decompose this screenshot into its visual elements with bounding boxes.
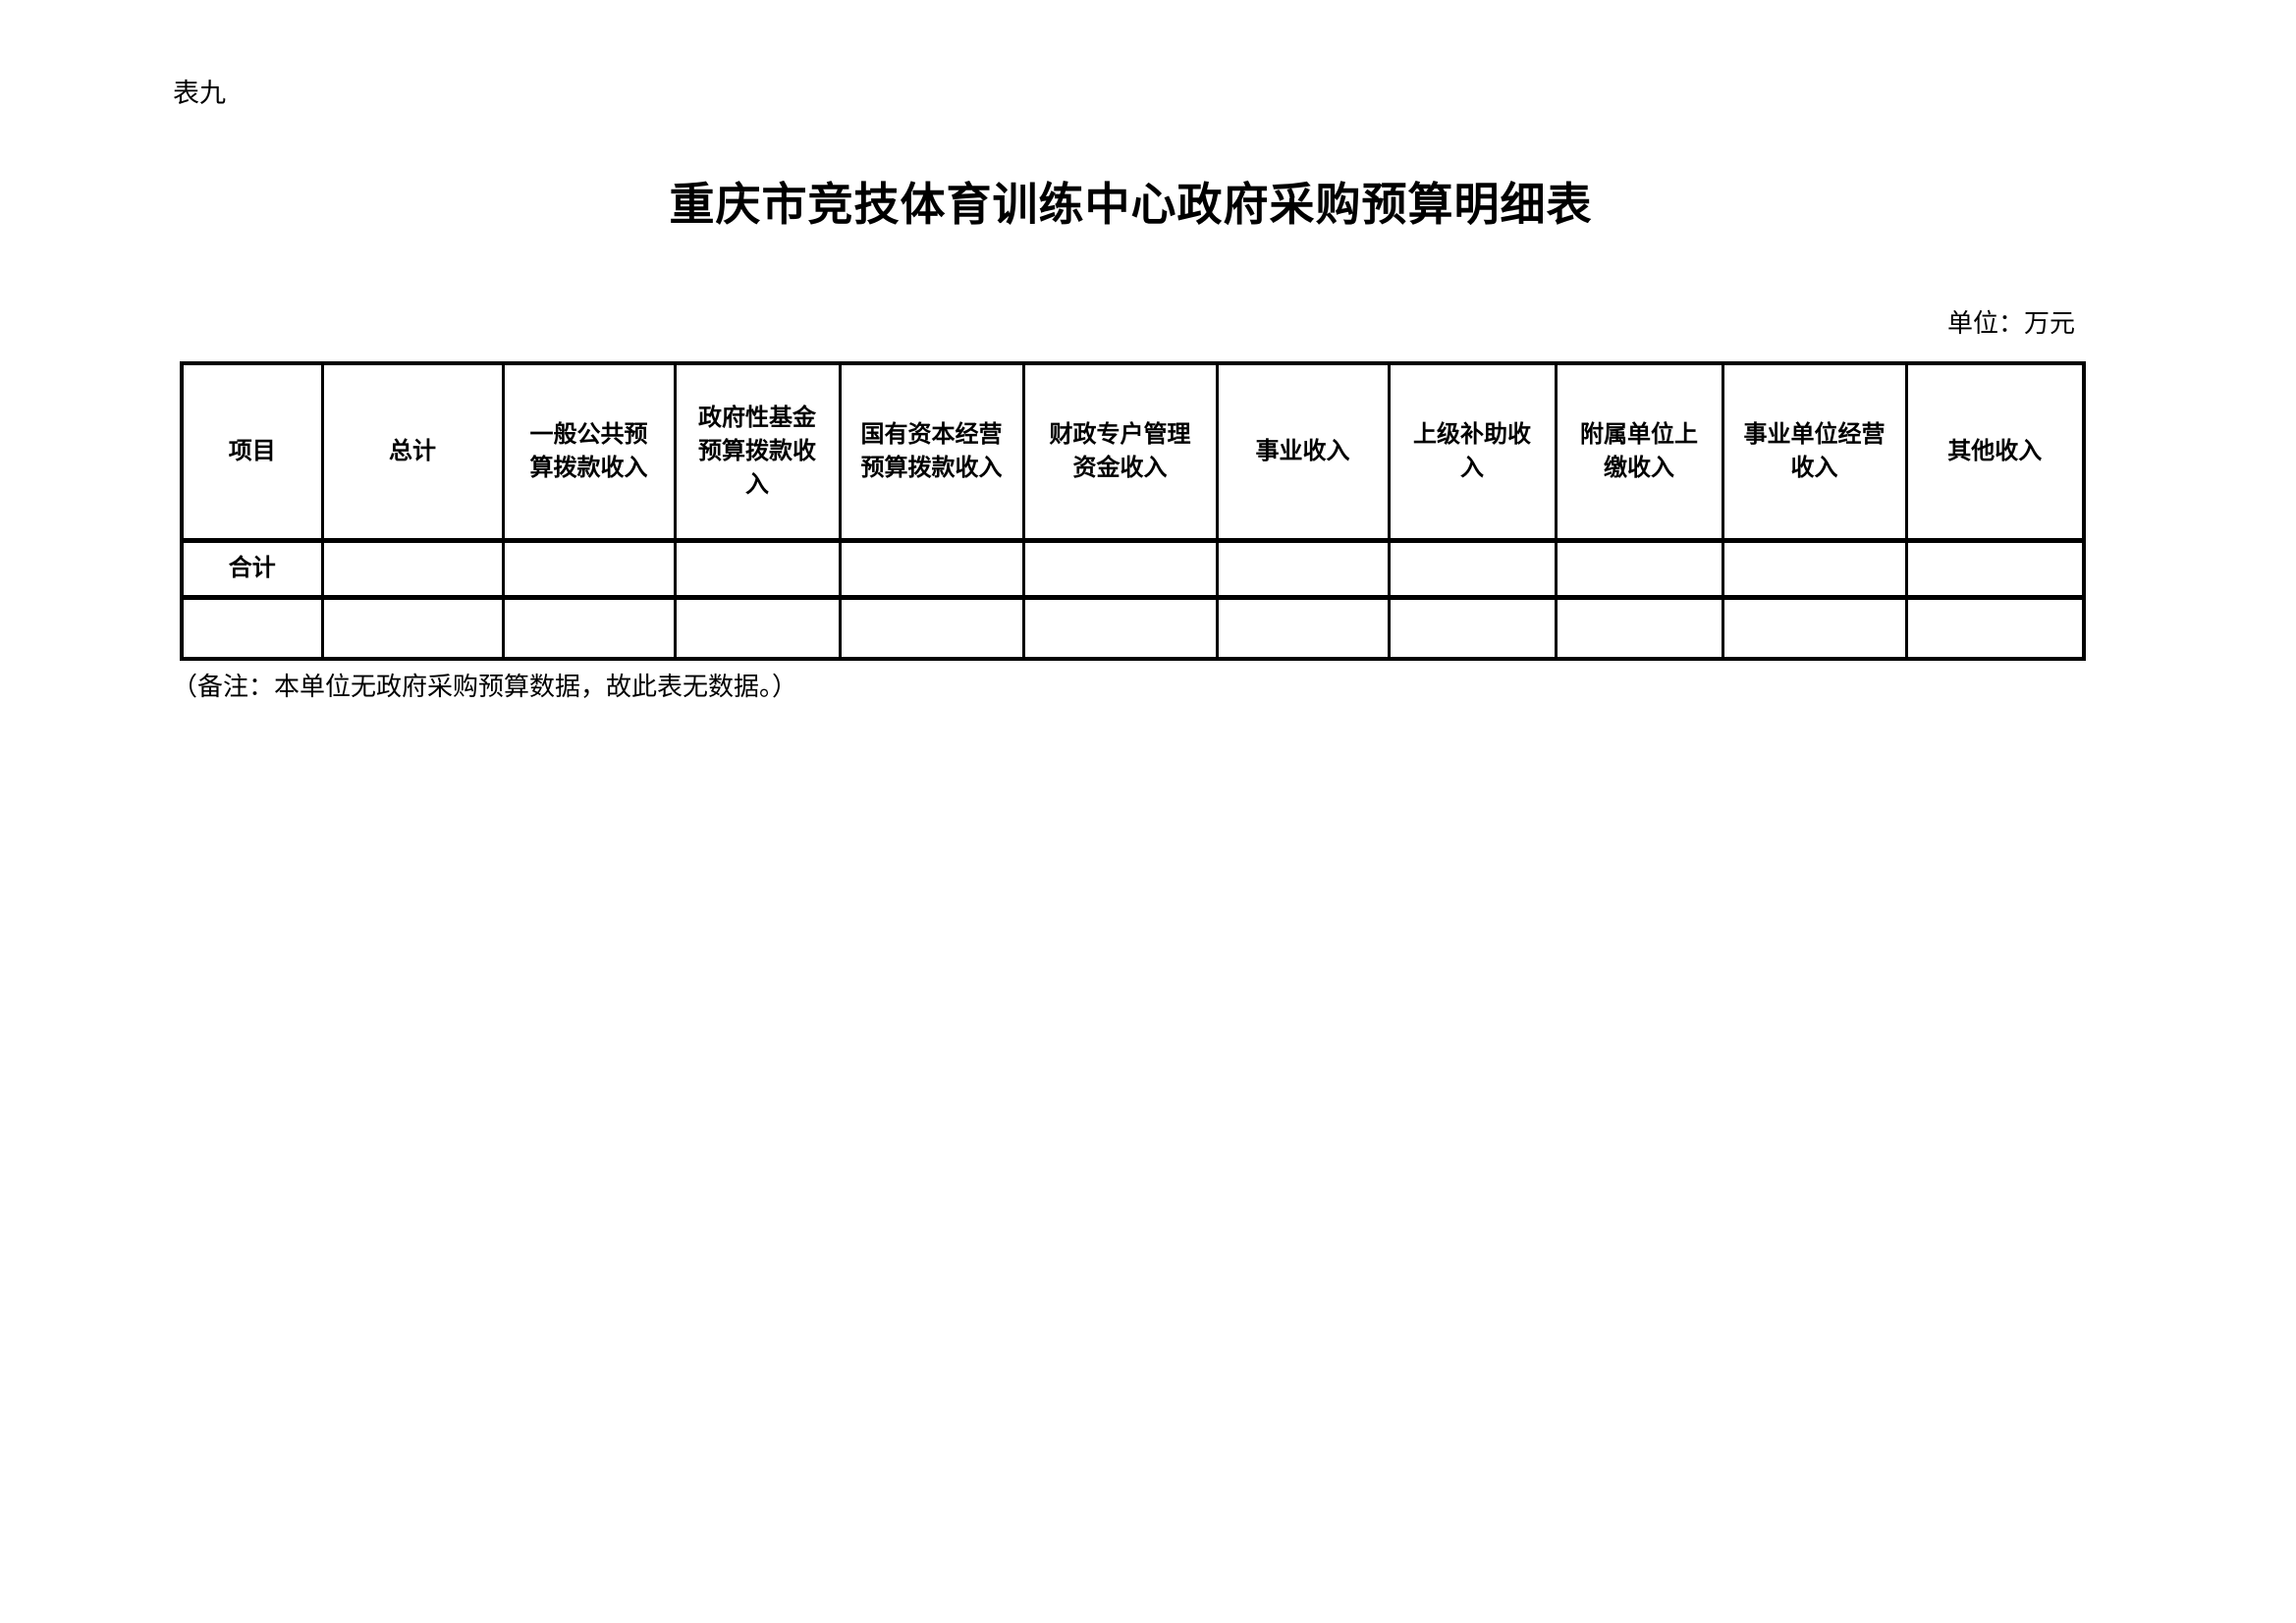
table-cell: [320, 538, 505, 600]
table-cell: [1904, 595, 2086, 661]
col-header-business-operation-income: 事业单位经营 收入: [1721, 361, 1908, 543]
table-cell: [673, 538, 842, 600]
unit-label: 单位：万元: [1946, 309, 2075, 338]
table-cell: [1215, 595, 1391, 661]
table-cell: [838, 595, 1025, 661]
table-cell: [1554, 595, 1724, 661]
col-header-grand-total: 总计: [320, 361, 505, 543]
col-header-state-capital-budget: 国有资本经营 预算拨款收入: [838, 361, 1025, 543]
table-cell: [1387, 538, 1558, 600]
col-header-other-income: 其他收入: [1904, 361, 2086, 543]
total-row-label: 合计: [180, 538, 324, 600]
col-header-fiscal-special-account: 财政专户管理 资金收入: [1021, 361, 1219, 543]
table-cell: [1904, 538, 2086, 600]
page-title: 重庆市竞技体育训练中心政府采购预算明细表: [669, 180, 1593, 230]
table-cell: [1721, 595, 1908, 661]
table-cell: [180, 595, 324, 661]
table-cell: [501, 595, 677, 661]
table-cell: [1387, 595, 1558, 661]
table-cell: [501, 538, 677, 600]
col-header-item: 项目: [180, 361, 324, 543]
col-header-affiliated-unit-remittance: 附属单位上 缴收入: [1554, 361, 1724, 543]
table-cell: [320, 595, 505, 661]
header-row: 项目 总计 一般公共预 算拨款收入 政府性基金 预算拨款收 入 国有资本经营 预…: [180, 361, 2086, 543]
table-cell: [1554, 538, 1724, 600]
table-cell: [673, 595, 842, 661]
table-number-label: 表九: [173, 79, 226, 108]
footnote: （备注：本单位无政府采购预算数据，故此表无数据。）: [172, 672, 798, 701]
empty-row: [180, 595, 2086, 661]
col-header-superior-subsidy-income: 上级补助收 入: [1387, 361, 1558, 543]
table-cell: [1021, 595, 1219, 661]
col-header-govt-fund-budget: 政府性基金 预算拨款收 入: [673, 361, 842, 543]
table-cell: [1021, 538, 1219, 600]
table-cell: [1215, 538, 1391, 600]
table-cell: [1721, 538, 1908, 600]
table-cell: [838, 538, 1025, 600]
col-header-business-income: 事业收入: [1215, 361, 1391, 543]
procurement-budget-table: 项目 总计 一般公共预 算拨款收入 政府性基金 预算拨款收 入 国有资本经营 预…: [180, 361, 2086, 661]
col-header-general-public-budget: 一般公共预 算拨款收入: [501, 361, 677, 543]
total-row: 合计: [180, 538, 2086, 600]
